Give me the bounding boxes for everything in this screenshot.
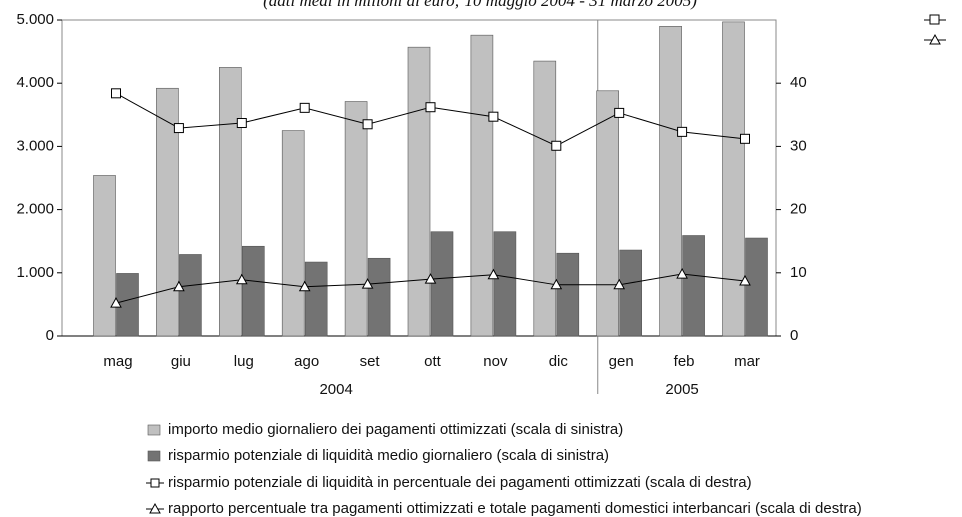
line (115, 92, 746, 147)
year-label: 2004 (319, 381, 352, 398)
line-marker (613, 278, 626, 290)
bar (407, 46, 431, 337)
y2-tick-label: 20 (790, 201, 807, 218)
x-tick-label: ago (294, 353, 319, 370)
bar (619, 249, 643, 337)
y-tick-label: 3.000 (16, 137, 54, 154)
line-marker (740, 133, 750, 144)
year-label: 2005 (665, 381, 698, 398)
line-marker (298, 280, 311, 292)
line-marker (614, 107, 625, 118)
line-marker (299, 102, 310, 113)
bar (242, 245, 265, 337)
legend-label: risparmio potenziale di liquidità in per… (168, 474, 752, 491)
bar (93, 175, 116, 337)
line-marker (551, 140, 562, 151)
bar (344, 101, 368, 337)
y-tick-label: 0 (46, 327, 54, 344)
line-marker (111, 88, 121, 99)
line-marker (173, 123, 184, 134)
legend-label: risparmio potenziale di liquidità medio … (168, 447, 609, 464)
legend-label: rapporto percentuale tra pagamenti ottim… (168, 500, 862, 517)
legend-marker (150, 478, 160, 488)
bar (493, 231, 517, 337)
bar (156, 87, 179, 337)
legend-swatch (147, 424, 161, 436)
line-marker (361, 278, 374, 289)
line-marker (235, 273, 248, 285)
y2-tick-label: 0 (790, 327, 798, 344)
right-legend-markers (924, 14, 946, 45)
line-marker (236, 118, 247, 129)
bar (682, 235, 705, 337)
line-marker (677, 126, 688, 137)
x-tick-label: giu (171, 353, 191, 370)
bar (179, 254, 202, 337)
bar (367, 257, 391, 337)
line-marker (362, 119, 373, 130)
line-marker (488, 111, 499, 122)
bar (745, 237, 768, 337)
line-marker (173, 280, 185, 292)
line-marker (424, 273, 437, 284)
legend-swatch (147, 450, 161, 462)
bar (722, 21, 745, 337)
y2-tick-label: 40 (790, 74, 807, 91)
x-tick-label: lug (234, 353, 254, 370)
x-tick-label: set (360, 353, 381, 370)
bar (304, 261, 328, 337)
line-marker (676, 268, 688, 279)
bar (659, 26, 682, 337)
y2-tick-label: 30 (790, 137, 807, 154)
bar (533, 60, 557, 337)
chart-subtitle: (dati medi in milioni di euro; 10 maggio… (263, 0, 697, 10)
bar (219, 67, 242, 337)
y-tick-label: 5.000 (16, 11, 54, 28)
x-tick-label: gen (609, 353, 634, 370)
y2-tick-label: 10 (790, 264, 807, 281)
line-marker (739, 274, 751, 286)
y-tick-label: 4.000 (16, 74, 54, 91)
x-tick-label: ott (424, 353, 442, 370)
legend-marker (149, 502, 161, 514)
x-tick-label: nov (483, 353, 508, 370)
x-tick-label: mar (734, 353, 760, 370)
bar (281, 130, 305, 337)
x-tick-label: dic (549, 353, 569, 370)
line-marker (110, 297, 122, 308)
y-tick-label: 1.000 (16, 264, 54, 281)
x-tick-label: feb (674, 353, 695, 370)
bar (556, 252, 580, 337)
bar (596, 90, 620, 337)
line-marker (487, 268, 500, 280)
bar (470, 34, 494, 337)
bar (430, 231, 454, 337)
line-marker (425, 102, 436, 113)
y-tick-label: 2.000 (16, 201, 54, 218)
line-marker (550, 278, 563, 290)
legend-label: importo medio giornaliero dei pagamenti … (168, 421, 623, 438)
x-tick-label: mag (103, 353, 132, 370)
